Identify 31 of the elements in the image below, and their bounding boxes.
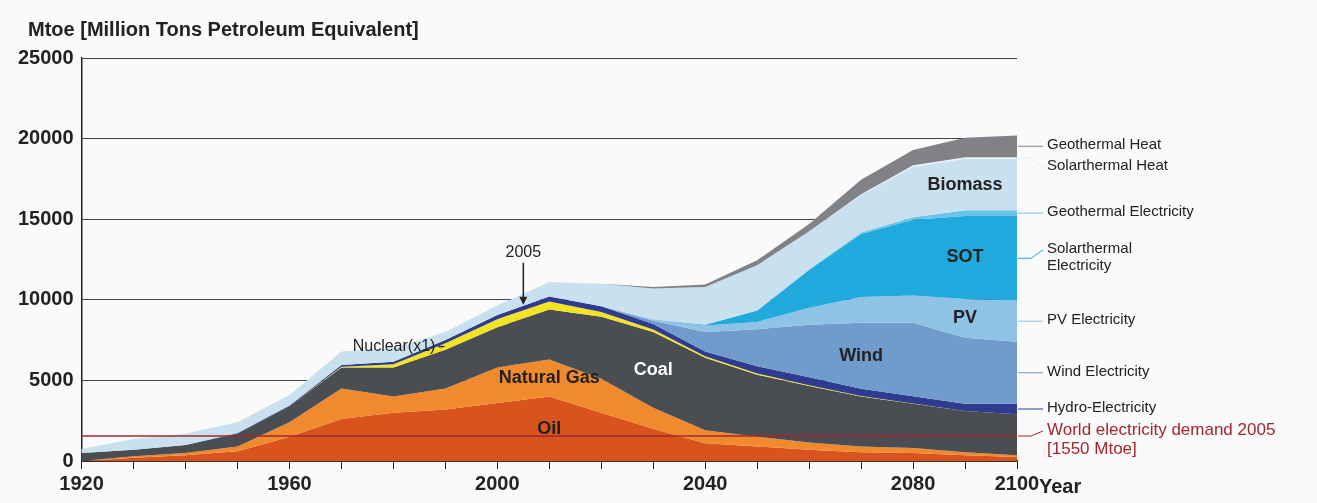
series-label: Coal: [633, 358, 673, 379]
legend-label: Solarthermal Heat: [1047, 156, 1169, 174]
legend-label: Hydro-Electricity: [1047, 398, 1157, 416]
annotation: 2005: [505, 243, 542, 261]
ref-line-label: World electricity demand 2005 [1550 Mtoe]: [1047, 419, 1276, 458]
x-tick-label: 1920: [59, 471, 104, 494]
y-tick-label: 25000: [17, 45, 74, 68]
legend-label: Wind Electricity: [1047, 361, 1151, 379]
x-axis-title: Year: [1039, 474, 1082, 497]
x-tick-label: 2100: [994, 471, 1040, 494]
x-tick-label: 2080: [890, 471, 936, 494]
y-tick-label: 15000: [17, 206, 74, 229]
legend-label: Geothermal Heat: [1047, 135, 1163, 153]
series-label: Natural Gas: [498, 366, 600, 387]
series-label: Oil: [537, 417, 562, 438]
y-tick-label: 5000: [29, 367, 74, 390]
legend-label: Solarthermal Electricity: [1047, 238, 1133, 273]
y-tick-label: 20000: [17, 126, 74, 149]
annotation: SOT: [946, 246, 984, 267]
y-tick-label: 0: [62, 448, 74, 471]
annotation: PV: [953, 307, 978, 328]
series-label: Biomass: [927, 173, 1003, 194]
y-axis-title: Mtoe [Million Tons Petroleum Equivalent]: [28, 17, 419, 40]
x-tick-label: 2000: [475, 471, 520, 494]
legend-label: PV Electricity: [1047, 310, 1136, 328]
annotation: Wind: [839, 344, 884, 365]
y-tick-label: 10000: [17, 287, 74, 310]
x-tick-label: 2040: [682, 471, 728, 494]
series-label: Nuclear(x1): [352, 336, 436, 354]
x-tick-label: 1960: [267, 471, 312, 494]
legend-label: Geothermal Electricity: [1047, 202, 1195, 220]
